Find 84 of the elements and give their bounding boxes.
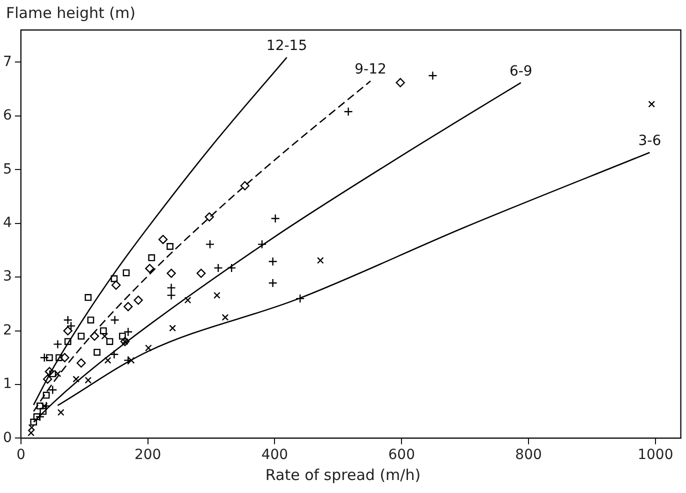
series-label: 6-9 — [509, 63, 532, 80]
point — [196, 268, 206, 278]
point — [76, 358, 86, 368]
series-label: 12-15 — [266, 38, 308, 54]
x-tick-label: 600 — [388, 447, 415, 464]
point — [111, 280, 121, 290]
series-label: 9-12 — [354, 62, 386, 78]
point — [78, 332, 85, 340]
point — [184, 296, 192, 304]
point — [56, 354, 62, 362]
y-axis-title: Flame height (m) — [6, 4, 136, 22]
point — [60, 353, 70, 362]
point — [33, 413, 40, 420]
x-tick-label: 0 — [16, 447, 26, 464]
point — [270, 214, 280, 224]
point — [84, 376, 92, 384]
point — [42, 374, 52, 384]
point — [648, 100, 656, 108]
point — [344, 107, 353, 116]
point — [84, 294, 92, 301]
point — [204, 212, 214, 222]
point — [53, 340, 62, 349]
point — [64, 338, 72, 345]
point — [169, 324, 176, 332]
point — [205, 240, 215, 249]
x-tick-label: 200 — [134, 447, 162, 464]
point — [49, 370, 56, 378]
point — [145, 264, 154, 274]
point — [222, 314, 229, 321]
line-series — [32, 56, 288, 406]
point — [110, 315, 120, 325]
point — [104, 356, 112, 364]
series-label: 3-6 — [638, 133, 662, 150]
point — [240, 181, 250, 190]
point — [48, 385, 58, 394]
point — [110, 275, 118, 282]
point — [122, 269, 130, 276]
point — [100, 327, 107, 334]
point — [148, 254, 156, 262]
y-tick-label: 1 — [2, 376, 12, 392]
point — [268, 256, 278, 266]
y-tick-label: 2 — [2, 322, 12, 338]
point — [158, 234, 168, 244]
point — [268, 278, 278, 288]
point — [63, 326, 72, 336]
y-tick-label: 3 — [2, 268, 12, 285]
point — [124, 327, 133, 336]
point — [46, 354, 53, 362]
x-tick-label: 1000 — [638, 447, 674, 464]
point — [166, 243, 174, 250]
point — [94, 348, 100, 356]
point — [119, 332, 126, 340]
x-axis-title: Rate of spread (m/h) — [264, 466, 422, 484]
point — [40, 408, 47, 415]
point — [90, 332, 100, 341]
point — [124, 302, 133, 312]
point — [316, 256, 324, 264]
point — [42, 392, 50, 399]
x-tick-label: 400 — [261, 447, 288, 464]
point — [101, 332, 108, 340]
point — [257, 240, 267, 249]
y-tick-label: 5 — [2, 161, 12, 178]
point — [30, 418, 38, 426]
point — [166, 290, 176, 300]
point — [57, 408, 64, 416]
line-series — [32, 80, 372, 412]
point — [87, 316, 94, 324]
point — [36, 402, 44, 410]
point — [145, 344, 152, 352]
point — [166, 268, 176, 278]
line-series — [57, 152, 650, 406]
point — [214, 292, 220, 299]
y-tick-label: 7 — [2, 54, 12, 70]
point — [44, 367, 54, 376]
point — [428, 71, 438, 80]
point — [72, 376, 80, 383]
point — [134, 296, 143, 305]
point — [106, 338, 114, 345]
x-tick-label: 800 — [515, 447, 542, 464]
point — [166, 283, 176, 292]
y-tick-label: 0 — [2, 430, 12, 446]
point — [396, 78, 405, 88]
y-tick-label: 6 — [2, 108, 12, 124]
y-tick-label: 4 — [2, 215, 12, 231]
